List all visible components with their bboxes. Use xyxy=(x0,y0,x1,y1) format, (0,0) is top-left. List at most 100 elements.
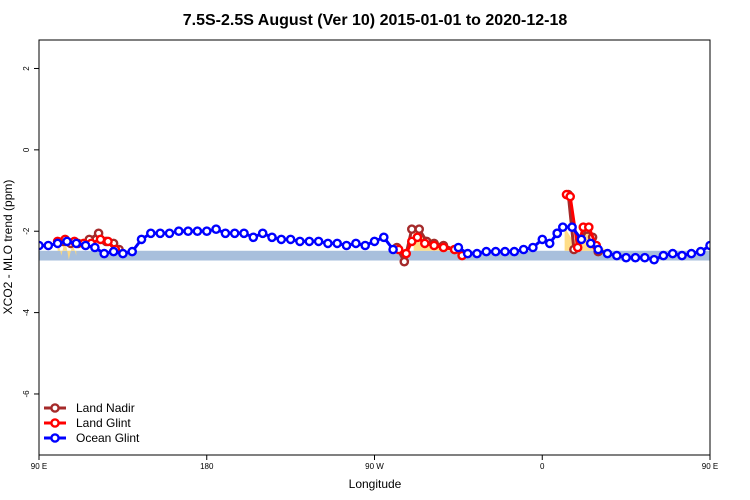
ocean-glint-point xyxy=(621,252,631,263)
ocean-glint-point xyxy=(453,242,464,253)
ocean-glint-point xyxy=(145,228,156,239)
land-glint-point xyxy=(95,234,106,245)
ocean-glint-point xyxy=(509,246,520,257)
ocean-glint-point xyxy=(229,228,240,239)
land-glint-point xyxy=(438,242,449,253)
ocean-glint-point xyxy=(378,232,389,243)
ocean-glint-point xyxy=(211,224,221,234)
legend-label-land-nadir: Land Nadir xyxy=(76,401,135,415)
ocean-glint-point xyxy=(537,234,548,245)
land-glint-point xyxy=(729,238,736,245)
ocean-glint-point xyxy=(304,236,315,247)
x-tick-label: 90 W xyxy=(365,462,384,471)
chart-title: 7.5S-2.5S August (Ver 10) 2015-01-01 to … xyxy=(183,12,568,29)
y-tick-label: -6 xyxy=(22,390,31,398)
ocean-glint-point xyxy=(239,228,249,239)
ocean-glint-point xyxy=(612,250,622,261)
ocean-glint-point xyxy=(201,226,212,236)
ocean-glint-point xyxy=(360,240,371,251)
ocean-glint-point xyxy=(744,240,750,247)
plot-area xyxy=(39,189,750,267)
ocean-glint-point xyxy=(313,236,324,247)
ocean-glint-point xyxy=(725,238,732,245)
ocean-glint-point xyxy=(248,232,259,243)
land-glint-point xyxy=(419,238,430,249)
land-shading-0 xyxy=(57,239,77,260)
ocean-glint-point xyxy=(686,248,697,259)
legend-marker-land-nadir xyxy=(50,403,60,413)
ocean-glint-point xyxy=(462,248,473,259)
ocean-glint-point xyxy=(136,234,147,245)
ocean-glint-point xyxy=(276,234,287,245)
ocean-glint-point xyxy=(472,248,482,259)
x-tick-label: 0 xyxy=(540,462,545,471)
ocean-glint-point xyxy=(351,238,361,249)
ocean-glint-point xyxy=(341,240,352,251)
land-glint-line-3 xyxy=(732,239,750,247)
land-glint-point xyxy=(565,191,576,202)
ocean-glint-point xyxy=(667,248,678,259)
ocean-glint-point xyxy=(267,232,277,243)
ocean-glint-point xyxy=(52,238,63,249)
ocean-glint-point xyxy=(658,250,669,261)
legend-marker-land-glint xyxy=(50,418,60,428)
ocean-glint-point xyxy=(332,238,343,249)
ocean-glint-point xyxy=(257,228,268,239)
ocean-glint-point xyxy=(567,222,577,232)
land-glint-point xyxy=(738,236,745,243)
y-tick-label: 2 xyxy=(22,66,31,71)
ocean-glint-point xyxy=(127,246,137,257)
ocean-glint-point xyxy=(90,242,100,253)
ocean-glint-point xyxy=(500,246,510,257)
ocean-glint-point xyxy=(518,244,529,255)
ocean-glint-point xyxy=(173,226,184,236)
ocean-glint-point xyxy=(155,228,165,239)
land-glint-point xyxy=(584,222,594,232)
ocean-glint-point xyxy=(677,250,687,261)
land-nadir-line-3 xyxy=(738,233,750,245)
ocean-glint-point xyxy=(43,240,54,251)
ocean-glint-point xyxy=(369,236,380,247)
land-glint-point xyxy=(429,240,439,251)
land-nadir-point xyxy=(406,224,417,234)
ocean-glint-point xyxy=(602,248,613,259)
ocean-glint-point xyxy=(295,236,305,247)
ocean-glint-point xyxy=(576,234,587,245)
x-tick-label: 90 E xyxy=(31,462,47,471)
ocean-glint-point xyxy=(481,246,492,257)
land-glint-point xyxy=(103,236,113,247)
ocean-glint-point xyxy=(585,238,596,249)
ocean-glint-point xyxy=(323,238,333,249)
ocean-glint-point xyxy=(649,254,659,265)
ocean-glint-point xyxy=(528,242,538,253)
ocean-glint-point xyxy=(192,226,203,236)
ocean-glint-point xyxy=(552,228,563,239)
legend-label-land-glint: Land Glint xyxy=(76,416,131,430)
x-axis-label: Longitude xyxy=(349,477,402,491)
ocean-glint-point xyxy=(118,248,128,259)
land-glint-point xyxy=(401,248,412,259)
ocean-glint-point xyxy=(716,242,723,249)
ocean-glint-point xyxy=(164,228,175,239)
ocean-glint-point xyxy=(640,252,650,263)
ocean-glint-point xyxy=(388,244,398,255)
ocean-glint-point xyxy=(490,246,501,257)
y-tick-label: -2 xyxy=(22,227,31,235)
ocean-glint-point xyxy=(71,238,82,249)
ocean-glint-point xyxy=(558,222,568,232)
land-nadir-point xyxy=(734,238,741,245)
ocean-glint-point xyxy=(705,240,710,251)
ocean-glint-point xyxy=(62,236,72,247)
ocean-glint-point xyxy=(285,234,296,245)
ocean-glint-point xyxy=(695,246,706,257)
y-axis-label: XCO2 - MLO trend (ppm) xyxy=(1,180,15,315)
ocean-glint-point xyxy=(630,252,641,263)
ocean-glint-point xyxy=(99,248,109,259)
y-tick-label: 0 xyxy=(22,147,31,152)
axes: 90 E 180 90 W 0 90 E 2 0 -2 -4 -6 xyxy=(22,66,718,471)
x-tick-label: 90 E xyxy=(702,462,718,471)
land-glint-point xyxy=(412,232,423,243)
ocean-glint-point xyxy=(220,228,231,239)
land-nadir-point xyxy=(744,236,750,243)
